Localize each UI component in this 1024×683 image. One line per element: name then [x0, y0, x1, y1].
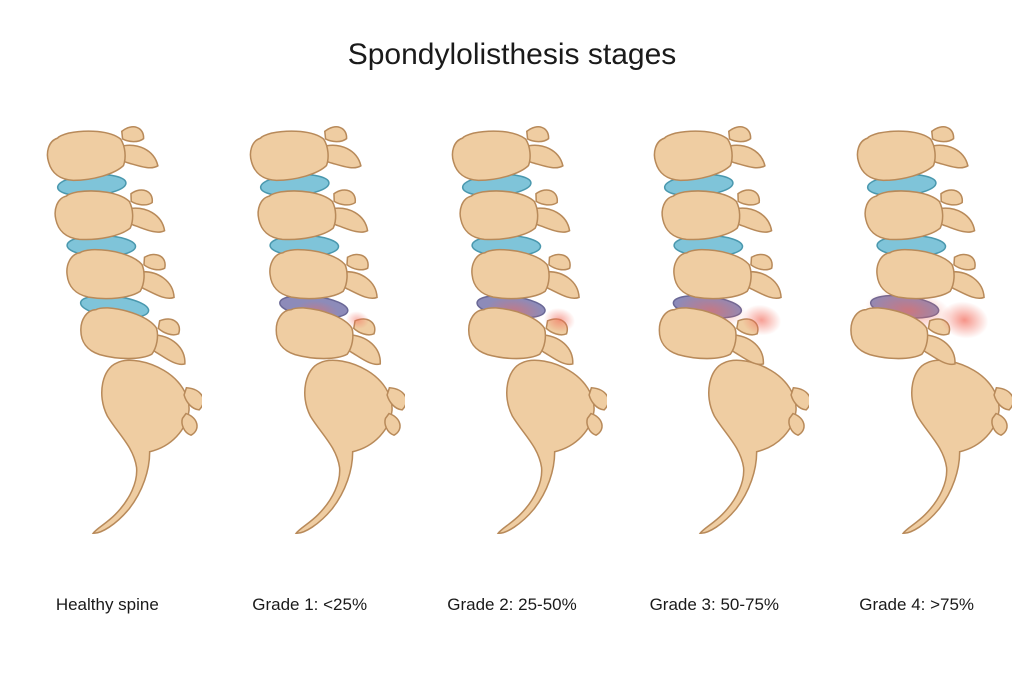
- panel-caption: Grade 4: >75%: [822, 595, 1012, 615]
- spine-illustration: [215, 105, 405, 575]
- spine-illustration: [12, 105, 202, 575]
- spine-panel-grade4: Grade 4: >75%: [822, 105, 1012, 575]
- spine-panel-healthy: Healthy spine: [12, 105, 202, 575]
- spine-panel-grade3: Grade 3: 50-75%: [619, 105, 809, 575]
- panel-caption: Grade 3: 50-75%: [619, 595, 809, 615]
- spine-illustration: [619, 105, 809, 575]
- panel-caption: Healthy spine: [12, 595, 202, 615]
- panel-caption: Grade 2: 25-50%: [417, 595, 607, 615]
- spine-illustration: [417, 105, 607, 575]
- spine-panel-grade2: Grade 2: 25-50%: [417, 105, 607, 575]
- spine-illustration: [822, 105, 1012, 575]
- diagram-title: Spondylolisthesis stages: [0, 38, 1024, 72]
- spine-panel-grade1: Grade 1: <25%: [215, 105, 405, 575]
- panel-caption: Grade 1: <25%: [215, 595, 405, 615]
- spine-panels-row: Healthy spine: [0, 105, 1024, 575]
